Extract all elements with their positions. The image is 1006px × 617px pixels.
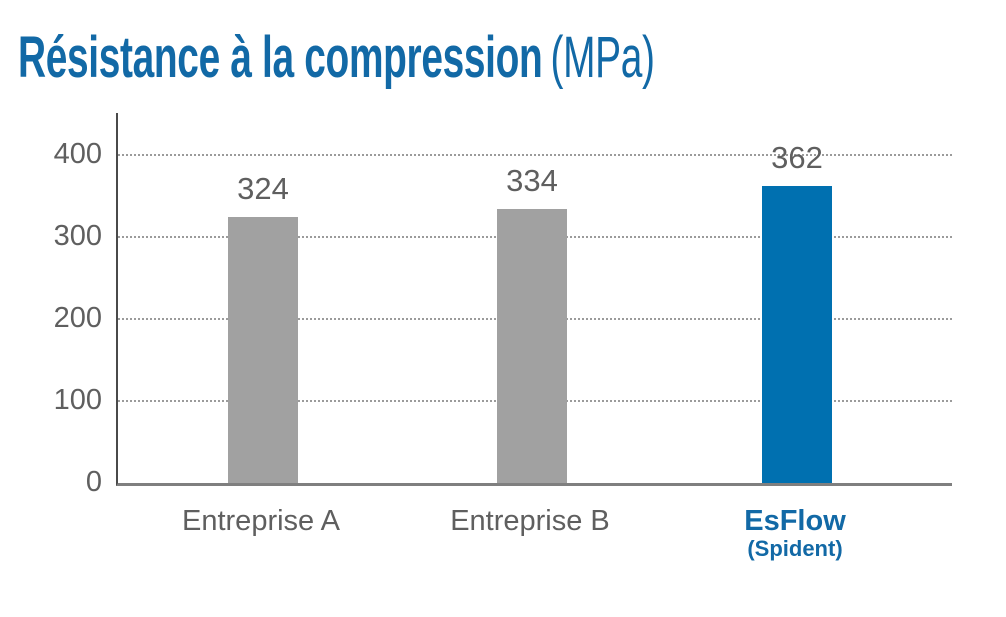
gridline-400 — [118, 154, 952, 156]
y-axis-tick-400: 400 — [53, 138, 102, 170]
x-axis-label-text: EsFlow — [744, 505, 846, 537]
x-axis-label-entreprise-a: Entreprise A — [131, 505, 391, 537]
value-label-324: 324 — [237, 171, 289, 206]
x-axis-label-entreprise-b: Entreprise B — [400, 505, 660, 537]
chart-title: Résistance à la compression (MPa) — [18, 24, 655, 91]
chart-title-unit: (MPa) — [550, 25, 655, 90]
value-label-362: 362 — [771, 140, 823, 175]
value-label-334: 334 — [506, 163, 558, 198]
y-axis-tick-300: 300 — [53, 220, 102, 252]
x-axis-sublabel: (Spident) — [747, 536, 843, 561]
bar-entreprise-b — [497, 209, 567, 483]
x-axis-label-text: Entreprise A — [182, 505, 340, 537]
x-axis-label-text: Entreprise B — [450, 505, 610, 537]
bar-entreprise-a — [228, 217, 298, 483]
plot-area: 324 334 362 — [116, 113, 952, 486]
x-axis-label-esflow: EsFlow (Spident) — [665, 505, 925, 561]
bar-esflow — [762, 186, 832, 483]
chart-title-main: Résistance à la compression — [18, 25, 543, 90]
y-axis-tick-0: 0 — [85, 466, 102, 498]
y-axis-tick-200: 200 — [53, 302, 102, 334]
y-axis-tick-100: 100 — [53, 384, 102, 416]
